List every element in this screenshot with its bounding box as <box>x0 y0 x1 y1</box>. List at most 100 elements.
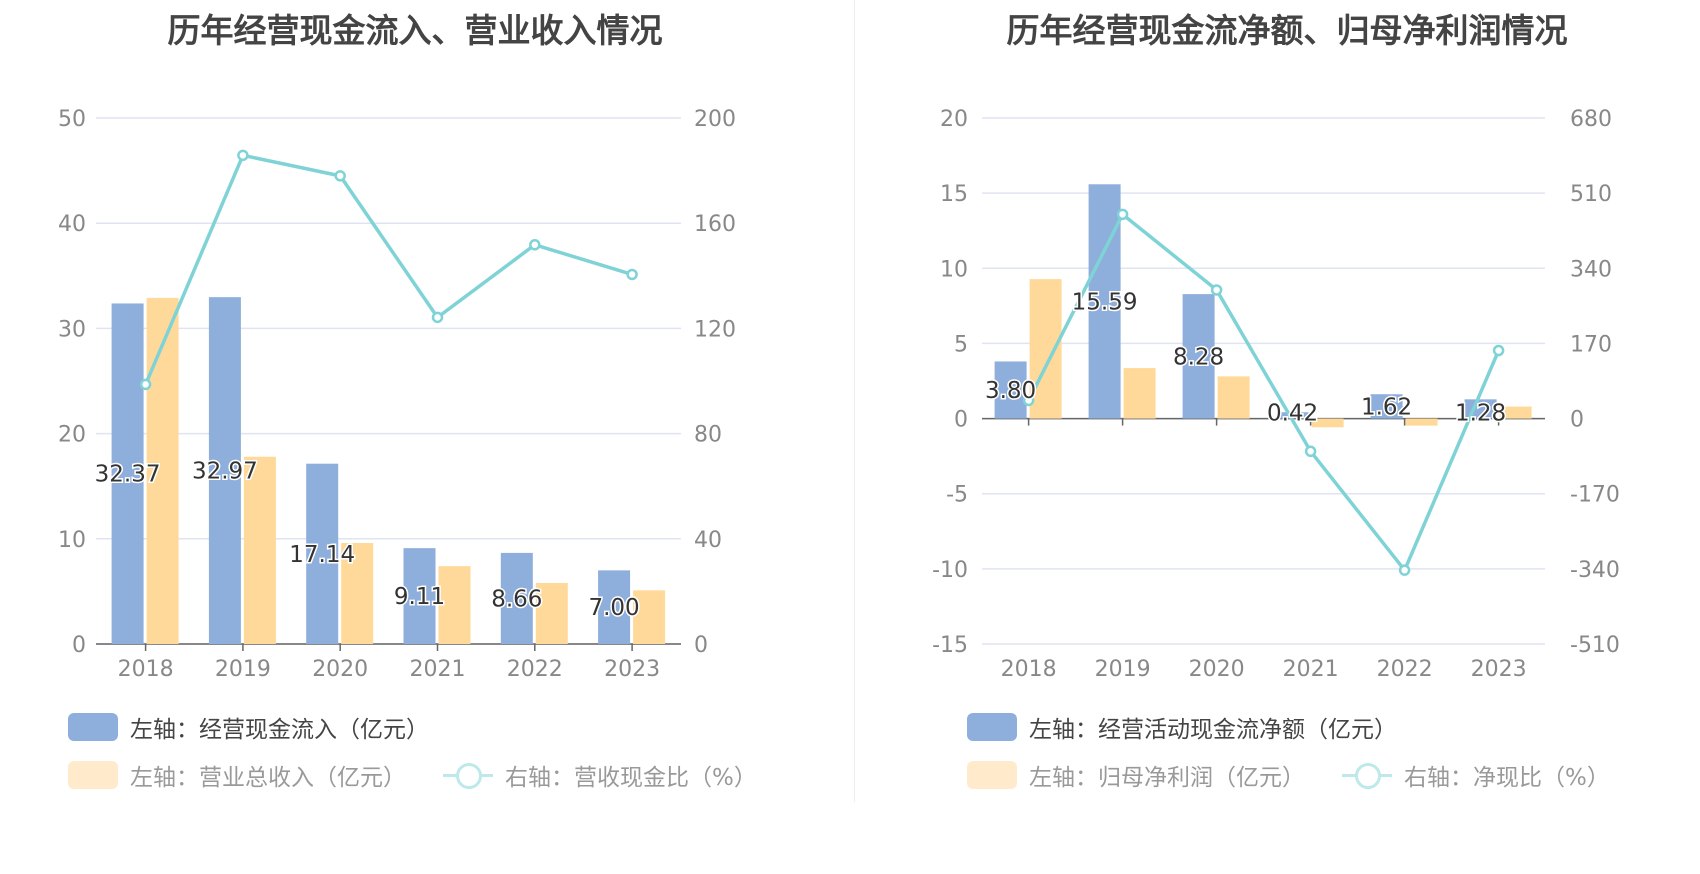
right-axis-tick-label: 340 <box>1570 257 1612 282</box>
right-axis-tick-label: 80 <box>694 423 722 448</box>
bar-series-2 <box>535 582 568 644</box>
right-axis-tick-label: -340 <box>1570 558 1620 583</box>
bar-series-1 <box>403 548 436 644</box>
ratio-point <box>237 149 249 162</box>
bar-data-label: 0.42 <box>1267 401 1318 427</box>
left-axis-tick-label: 10 <box>58 528 86 553</box>
bar-series-1 <box>994 361 1027 419</box>
panel-divider <box>854 0 855 802</box>
chart-title: 历年经营现金流入、营业收入情况 <box>167 11 663 50</box>
ratio-line <box>1027 211 1501 574</box>
ratio-point <box>431 311 444 324</box>
left-axis-tick-label: 40 <box>58 212 86 237</box>
left-axis-tick-label: 10 <box>940 257 968 282</box>
left-axis-tick-label: 20 <box>940 107 968 132</box>
chart-panel-left: 历年经营现金流入、营业收入情况 0 0 10 40 20 80 30 120 40 160 50 20… <box>58 11 757 792</box>
bar-series-1 <box>1088 184 1121 419</box>
bar-series-1 <box>598 570 631 644</box>
legend-label: 右轴：净现比（%） <box>1404 765 1610 791</box>
right-axis-tick-label: 200 <box>694 107 736 132</box>
left-axis-tick-label: -15 <box>932 633 968 658</box>
legend-swatch-orange <box>68 761 118 789</box>
legend-item-revenue[interactable]: 左轴：营业总收入（亿元） <box>68 758 406 792</box>
x-axis-tick-label: 2021 <box>410 657 466 682</box>
x-axis-tick-label: 2023 <box>1471 657 1527 682</box>
bar-series-2 <box>1311 418 1344 428</box>
legend-label: 右轴：营收现金比（%） <box>505 765 757 791</box>
bar-series-2 <box>146 297 179 644</box>
legend-item-cash-inflow[interactable]: 左轴：经营现金流入（亿元） <box>68 710 429 744</box>
bar-series-1 <box>1182 294 1215 419</box>
bar-data-label: 1.62 <box>1361 394 1412 420</box>
ratio-line <box>143 153 633 386</box>
ratio-point <box>1492 344 1505 357</box>
bar-series-2 <box>1123 368 1156 419</box>
bar-data-label: 32.37 <box>95 462 161 488</box>
chart-title: 历年经营现金流净额、归母净利润情况 <box>1006 11 1568 50</box>
right-axis-tick-label: 680 <box>1570 107 1612 132</box>
legend-item-net-cash-flow[interactable]: 左轴：经营活动现金流净额（亿元） <box>967 710 1397 744</box>
chart-panel-right: 历年经营现金流净额、归母净利润情况 -15 -510 -10 -340 -5 -170 0 0… <box>850 0 1700 874</box>
bar-series-1 <box>1276 412 1309 419</box>
right-axis-tick-label: 160 <box>694 212 736 237</box>
legend-label: 左轴：营业总收入（亿元） <box>130 765 406 791</box>
bar-series-2 <box>633 590 666 644</box>
ratio-point <box>139 378 152 391</box>
ratio-point <box>1116 208 1129 221</box>
x-axis-tick-label: 2019 <box>1095 657 1151 682</box>
left-axis-tick-label: 0 <box>954 408 968 433</box>
x-axis-tick-label: 2020 <box>312 657 368 682</box>
ratio-point <box>1210 284 1223 296</box>
chart-right-svg: -15 -510 -10 -340 -5 -170 0 0 5 170 10 340 15 510 20 68… <box>932 107 1620 682</box>
bar-series-1 <box>500 552 533 644</box>
bar-series-2 <box>1405 418 1438 426</box>
ratio-point <box>1398 564 1411 576</box>
legend-item-ratio[interactable]: 右轴：净现比（%） <box>1342 758 1610 792</box>
bar-data-label: 32.97 <box>192 459 258 485</box>
legend-label: 左轴：归母净利润（亿元） <box>1029 765 1305 791</box>
legend-line-icon <box>1342 761 1392 789</box>
legend-label: 左轴：经营现金流入（亿元） <box>130 717 429 743</box>
right-axis-tick-label: 120 <box>694 317 736 342</box>
bar-data-label: 9.11 <box>394 584 445 610</box>
left-axis-tick-label: 30 <box>58 317 86 342</box>
x-axis-tick-label: 2018 <box>1001 657 1057 682</box>
bar-data-label: 17.14 <box>289 542 355 568</box>
left-axis-tick-label: 20 <box>58 423 86 448</box>
bar-series-2 <box>341 543 374 644</box>
x-axis-tick-label: 2022 <box>507 657 563 682</box>
bar-data-label: 15.59 <box>1072 289 1138 315</box>
right-axis-tick-label: 0 <box>694 633 708 658</box>
right-axis-tick-label: 40 <box>694 528 722 553</box>
bar-data-label: 8.66 <box>491 586 542 612</box>
bar-series-2 <box>438 566 471 644</box>
bar-series-2 <box>1499 406 1532 419</box>
x-axis-tick-label: 2020 <box>1189 657 1245 682</box>
bar-series-2 <box>1217 376 1250 419</box>
bar-data-label: 1.28 <box>1455 401 1506 427</box>
bar-series-1 <box>208 297 241 644</box>
legend-item-ratio[interactable]: 右轴：营收现金比（%） <box>443 758 757 792</box>
left-axis-tick-label: 5 <box>954 332 968 357</box>
right-axis-tick-label: 0 <box>1570 408 1584 433</box>
x-axis-tick-label: 2023 <box>604 657 660 682</box>
bar-data-label: 8.28 <box>1173 344 1224 370</box>
legend-swatch-blue <box>68 713 118 741</box>
chart-left-svg: 0 0 10 40 20 80 30 120 40 160 50 200 2018 2019 2020 202… <box>58 107 736 682</box>
ratio-point <box>626 268 638 281</box>
bar-series-1 <box>306 463 339 644</box>
bar-series-2 <box>243 456 276 644</box>
bar-series-1 <box>111 303 144 644</box>
x-axis-tick-label: 2022 <box>1377 657 1433 682</box>
x-axis-tick-label: 2018 <box>118 657 174 682</box>
legend-item-net-profit[interactable]: 左轴：归母净利润（亿元） <box>967 758 1305 792</box>
bar-data-label: 3.80 <box>985 378 1036 404</box>
legend-line-icon <box>443 761 493 789</box>
ratio-point <box>334 170 346 182</box>
right-axis-tick-label: 510 <box>1570 182 1612 207</box>
bar-data-label: 7.00 <box>588 595 639 621</box>
x-axis-tick-label: 2021 <box>1283 657 1339 682</box>
ratio-point <box>529 239 541 251</box>
right-axis-tick-label: -170 <box>1570 483 1620 508</box>
bar-series-1 <box>1370 394 1403 419</box>
